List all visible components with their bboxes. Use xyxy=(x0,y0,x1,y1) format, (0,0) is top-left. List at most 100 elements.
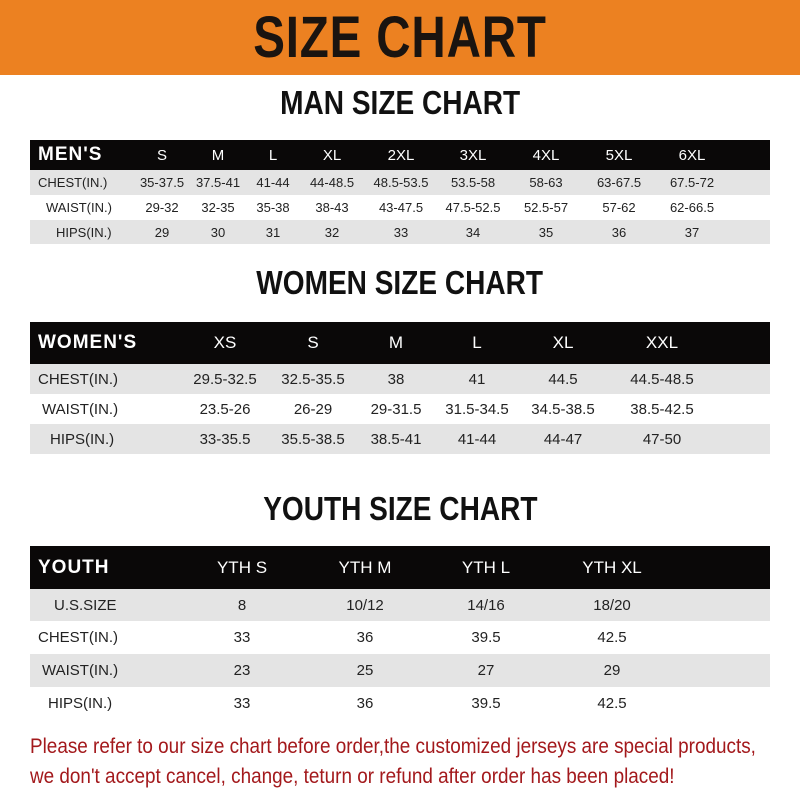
women-header-row: WOMEN'S XS S M L XL XXL xyxy=(30,322,770,364)
youth-header-label: YOUTH xyxy=(38,556,110,578)
table-row: HIPS(IN.) 33 36 39.5 42.5 xyxy=(30,687,770,719)
table-cell: 43-47.5 xyxy=(378,200,424,215)
table-cell: 29.5-32.5 xyxy=(193,370,257,388)
size-column-header: M xyxy=(211,146,225,164)
size-column-header: M xyxy=(388,333,404,352)
men-section-title: MAN SIZE CHART xyxy=(0,84,800,122)
table-cell: 44.5 xyxy=(548,370,578,388)
table-cell: 36 xyxy=(356,694,374,712)
women-title-text: WOMEN SIZE CHART xyxy=(256,264,544,301)
page-title: SIZE CHART xyxy=(253,5,547,70)
row-label: CHEST(IN.) xyxy=(38,370,118,388)
size-chart-banner: SIZE CHART xyxy=(0,0,800,75)
men-header-row: MEN'S S M L XL 2XL 3XL 4XL 5XL 6XL xyxy=(30,140,770,170)
table-cell: 29-32 xyxy=(145,200,179,215)
women-section-title: WOMEN SIZE CHART xyxy=(0,264,800,302)
table-cell: 62-66.5 xyxy=(669,200,715,215)
table-row: CHEST(IN.) 29.5-32.5 32.5-35.5 38 41 44.5 44.5… xyxy=(30,364,770,394)
table-cell: 47.5-52.5 xyxy=(445,200,501,215)
table-cell: 34.5-38.5 xyxy=(531,400,595,418)
size-column-header: YTH XL xyxy=(582,557,642,577)
table-row: WAIST(IN.) 29-32 32-35 35-38 38-43 43-47.5 47.… xyxy=(30,195,770,220)
table-cell: 53.5-58 xyxy=(450,175,496,190)
size-column-header: S xyxy=(307,333,319,352)
women-size-table: WOMEN'S XS S M L XL XXL CHEST(IN.) 29.5-32.5 32.5… xyxy=(30,322,770,454)
table-cell: 58-63 xyxy=(529,175,563,190)
size-column-header: YTH S xyxy=(216,557,268,577)
table-row: WAIST(IN.) 23 25 27 29 xyxy=(30,654,770,687)
table-cell: 29-31.5 xyxy=(370,400,422,418)
table-cell: 57-62 xyxy=(602,200,636,215)
row-label: WAIST(IN.) xyxy=(42,662,119,679)
table-row: CHEST(IN.) 35-37.5 37.5-41 41-44 44-48.5 48.5… xyxy=(30,170,770,195)
table-cell: 10/12 xyxy=(346,596,384,614)
youth-section-title: YOUTH SIZE CHART xyxy=(0,490,800,528)
table-cell: 52.5-57 xyxy=(523,200,569,215)
table-cell: 44.5-48.5 xyxy=(630,370,694,388)
size-column-header: S xyxy=(156,146,168,164)
table-cell: 44-48.5 xyxy=(309,175,355,190)
table-cell: 30 xyxy=(210,224,226,240)
table-cell: 67.5-72 xyxy=(669,175,715,190)
table-cell: 31.5-34.5 xyxy=(445,400,509,418)
row-label: HIPS(IN.) xyxy=(56,224,112,240)
table-cell: 63-67.5 xyxy=(596,175,642,190)
order-notice: Please refer to our size chart before or… xyxy=(30,732,790,792)
table-cell: 26-29 xyxy=(293,400,333,418)
table-cell: 33 xyxy=(233,629,251,646)
table-cell: 18/20 xyxy=(593,596,631,614)
row-label: U.S.SIZE xyxy=(54,596,117,614)
row-label: CHEST(IN.) xyxy=(38,629,118,646)
table-cell: 36 xyxy=(356,629,374,646)
size-column-header: XXL xyxy=(645,333,679,352)
size-column-header: 3XL xyxy=(459,146,487,164)
women-header-label: WOMEN'S xyxy=(38,332,138,353)
size-column-header: 6XL xyxy=(678,146,706,164)
men-size-table: MEN'S S M L XL 2XL 3XL 4XL 5XL 6XL CHEST(IN.) 35-37… xyxy=(30,140,770,244)
size-column-header: 4XL xyxy=(532,146,560,164)
table-cell: 47-50 xyxy=(642,430,682,448)
table-cell: 35-38 xyxy=(256,200,290,215)
table-row: WAIST(IN.) 23.5-26 26-29 29-31.5 31.5-34.5 34… xyxy=(30,394,770,424)
table-cell: 41 xyxy=(468,370,486,388)
row-label: HIPS(IN.) xyxy=(48,694,113,712)
table-cell: 32 xyxy=(324,224,340,240)
table-row: HIPS(IN.) 33-35.5 35.5-38.5 38.5-41 41-44 44-… xyxy=(30,424,770,454)
table-cell: 23 xyxy=(233,662,251,679)
table-cell: 38-43 xyxy=(315,200,349,215)
size-column-header: 5XL xyxy=(605,146,633,164)
table-cell: 37.5-41 xyxy=(195,175,241,190)
size-column-header: XS xyxy=(213,333,237,352)
youth-header-row: YOUTH YTH S YTH M YTH L YTH XL xyxy=(30,546,770,589)
table-cell: 29 xyxy=(154,224,170,240)
table-cell: 35.5-38.5 xyxy=(281,430,345,448)
table-cell: 14/16 xyxy=(467,596,505,614)
table-cell: 8 xyxy=(237,596,247,614)
table-cell: 38.5-41 xyxy=(370,430,422,448)
table-cell: 39.5 xyxy=(471,629,501,646)
table-cell: 32.5-35.5 xyxy=(281,370,345,388)
table-cell: 31 xyxy=(265,224,281,240)
row-label: HIPS(IN.) xyxy=(50,430,115,448)
size-column-header: XL xyxy=(552,333,574,352)
men-header-label: MEN'S xyxy=(38,144,103,165)
table-cell: 34 xyxy=(465,224,481,240)
table-cell: 33 xyxy=(393,224,409,240)
table-cell: 27 xyxy=(477,662,495,679)
youth-size-table: YOUTH YTH S YTH M YTH L YTH XL U.S.SIZE 8 10/12… xyxy=(30,546,770,719)
table-row: HIPS(IN.) 29 30 31 32 33 34 35 36 37 xyxy=(30,220,770,244)
table-cell: 36 xyxy=(611,224,627,240)
row-label: WAIST(IN.) xyxy=(46,200,112,215)
table-cell: 33 xyxy=(233,694,251,712)
table-row: CHEST(IN.) 33 36 39.5 42.5 xyxy=(30,621,770,654)
table-cell: 41-44 xyxy=(256,175,290,190)
table-cell: 42.5 xyxy=(597,694,627,712)
table-cell: 44-47 xyxy=(543,430,583,448)
notice-line: Please refer to our size chart before or… xyxy=(30,735,756,758)
table-row: U.S.SIZE 8 10/12 14/16 18/20 xyxy=(30,589,770,621)
table-cell: 25 xyxy=(356,662,374,679)
row-label: CHEST(IN.) xyxy=(38,175,108,190)
table-cell: 41-44 xyxy=(457,430,497,448)
size-column-header: YTH L xyxy=(461,557,511,577)
table-cell: 37 xyxy=(684,224,700,240)
